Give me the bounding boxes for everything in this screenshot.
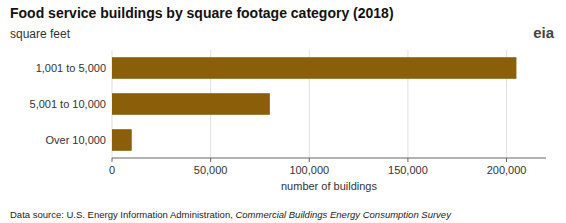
tick-label: 150,000 bbox=[388, 164, 428, 176]
tick-label: 200,000 bbox=[487, 164, 527, 176]
footer: Data source: U.S. Energy Information Adm… bbox=[10, 209, 452, 220]
tick-mark bbox=[407, 158, 408, 162]
tick-mark bbox=[506, 158, 507, 162]
tick-mark bbox=[309, 158, 310, 162]
x-axis-label: number of buildings bbox=[281, 180, 378, 192]
tick-mark bbox=[210, 158, 211, 162]
tick-label: 0 bbox=[109, 164, 115, 176]
category-label: 1,001 to 5,000 bbox=[36, 62, 106, 74]
title: Food service buildings by square footage… bbox=[10, 5, 394, 21]
tick-label: 50,000 bbox=[194, 164, 228, 176]
category-label: 5,001 to 10,000 bbox=[30, 98, 106, 110]
category-label: Over 10,000 bbox=[45, 134, 106, 146]
bars bbox=[112, 57, 516, 151]
bar bbox=[112, 57, 516, 79]
footer-source: Data source: U.S. Energy Information Adm… bbox=[10, 209, 235, 220]
chart: Food service buildings by square footage… bbox=[0, 0, 566, 223]
logo: eia bbox=[533, 24, 555, 41]
tick-mark bbox=[112, 158, 113, 162]
bar bbox=[112, 93, 270, 115]
x-axis-line bbox=[112, 158, 546, 159]
subtitle: square feet bbox=[10, 27, 71, 41]
bar bbox=[112, 129, 132, 151]
tick-label: 100,000 bbox=[289, 164, 329, 176]
footer-survey: Commercial Buildings Energy Consumption … bbox=[235, 209, 452, 220]
